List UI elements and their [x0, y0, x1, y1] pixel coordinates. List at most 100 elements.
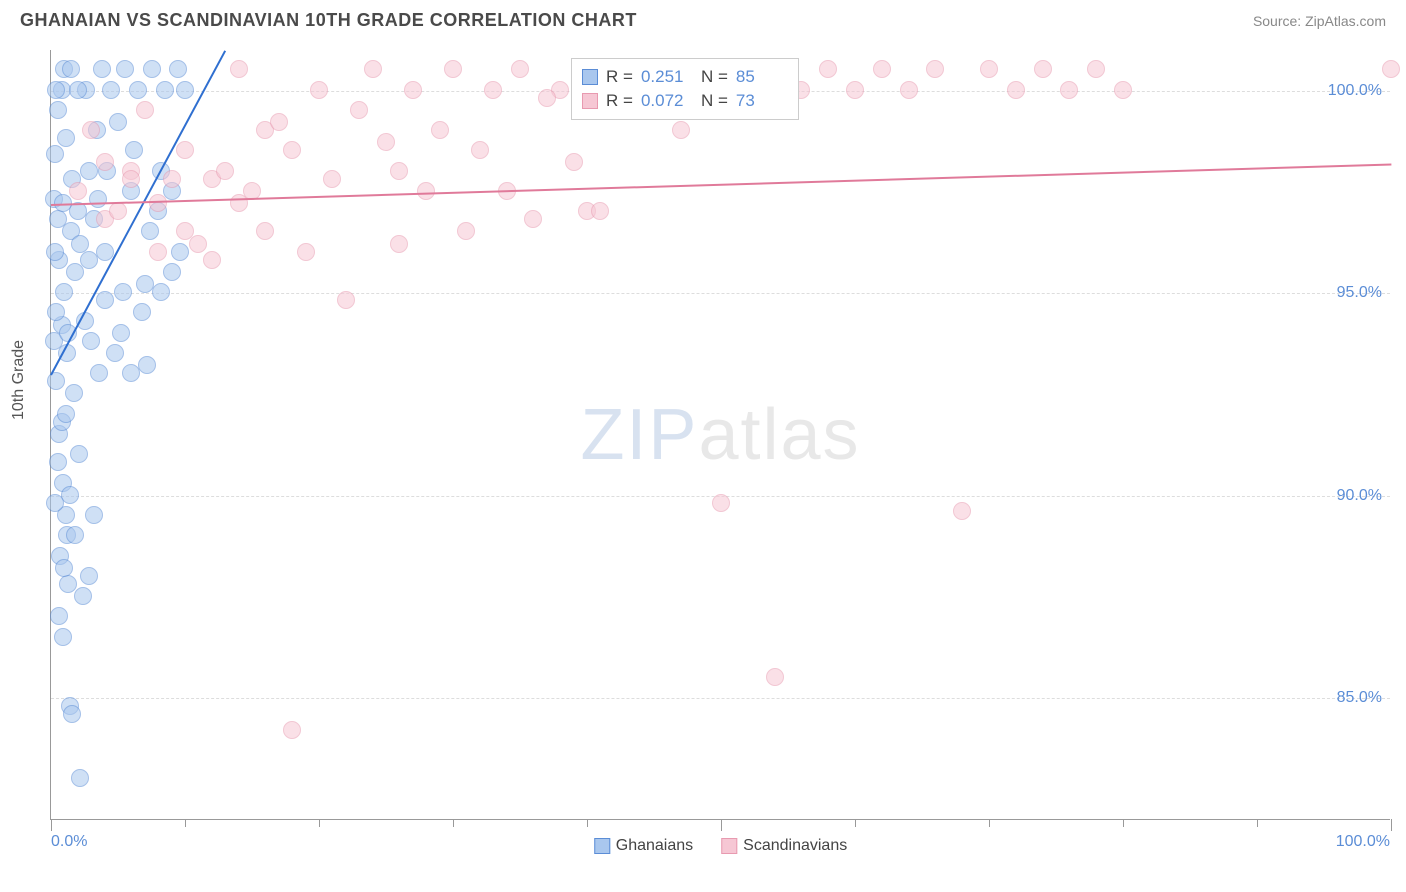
data-point: [57, 405, 75, 423]
data-point: [125, 141, 143, 159]
chart-title: GHANAIAN VS SCANDINAVIAN 10TH GRADE CORR…: [20, 10, 637, 31]
data-point: [1034, 60, 1052, 78]
data-point: [1060, 81, 1078, 99]
data-point: [846, 81, 864, 99]
data-point: [323, 170, 341, 188]
xtick: [453, 819, 454, 827]
data-point: [89, 190, 107, 208]
data-point: [55, 283, 73, 301]
data-point: [50, 607, 68, 625]
data-point: [203, 251, 221, 269]
data-point: [431, 121, 449, 139]
data-point: [524, 210, 542, 228]
gridline: [51, 698, 1390, 699]
data-point: [390, 235, 408, 253]
xtick: [989, 819, 990, 827]
stats-swatch: [582, 69, 598, 85]
data-point: [538, 89, 556, 107]
data-point: [230, 60, 248, 78]
data-point: [133, 303, 151, 321]
data-point: [85, 506, 103, 524]
data-point: [457, 222, 475, 240]
data-point: [141, 222, 159, 240]
data-point: [176, 81, 194, 99]
data-point: [404, 81, 422, 99]
data-point: [216, 162, 234, 180]
data-point: [112, 324, 130, 342]
stats-n-value: 73: [736, 91, 788, 111]
xtick: [587, 819, 588, 827]
data-point: [283, 721, 301, 739]
data-point: [143, 60, 161, 78]
data-point: [90, 364, 108, 382]
data-point: [80, 567, 98, 585]
data-point: [819, 60, 837, 78]
data-point: [364, 60, 382, 78]
data-point: [109, 202, 127, 220]
data-point: [54, 628, 72, 646]
data-point: [93, 60, 111, 78]
data-point: [444, 60, 462, 78]
stats-n-label: N =: [701, 67, 728, 87]
data-point: [82, 121, 100, 139]
data-point: [47, 81, 65, 99]
chart-plot-area: ZIPatlas GhanaiansScandinavians 85.0%90.…: [50, 50, 1390, 820]
ytick-label: 100.0%: [1328, 82, 1382, 100]
data-point: [70, 445, 88, 463]
data-point: [980, 60, 998, 78]
data-point: [417, 182, 435, 200]
ytick-label: 95.0%: [1337, 284, 1382, 302]
data-point: [62, 60, 80, 78]
stats-n-label: N =: [701, 91, 728, 111]
data-point: [66, 526, 84, 544]
stats-r-value: 0.251: [641, 67, 693, 87]
watermark-zip: ZIP: [580, 395, 698, 475]
data-point: [270, 113, 288, 131]
legend-item: Ghanaians: [594, 837, 693, 855]
data-point: [591, 202, 609, 220]
legend-bottom: Ghanaians Scandinavians: [594, 837, 847, 855]
data-point: [74, 587, 92, 605]
data-point: [176, 141, 194, 159]
data-point: [672, 121, 690, 139]
data-point: [116, 60, 134, 78]
xtick: [51, 819, 52, 831]
stats-n-value: 85: [736, 67, 788, 87]
data-point: [256, 222, 274, 240]
data-point: [297, 243, 315, 261]
data-point: [152, 283, 170, 301]
xtick-label-right: 100.0%: [1336, 833, 1390, 851]
data-point: [149, 243, 167, 261]
data-point: [49, 101, 67, 119]
data-point: [136, 101, 154, 119]
data-point: [122, 170, 140, 188]
data-point: [310, 81, 328, 99]
data-point: [565, 153, 583, 171]
legend-swatch: [721, 838, 737, 854]
stats-box: R =0.251N =85R =0.072N =73: [571, 58, 799, 120]
data-point: [96, 291, 114, 309]
data-point: [46, 145, 64, 163]
data-point: [47, 303, 65, 321]
data-point: [109, 113, 127, 131]
data-point: [156, 81, 174, 99]
data-point: [471, 141, 489, 159]
data-point: [129, 81, 147, 99]
stats-r-label: R =: [606, 67, 633, 87]
legend-item: Scandinavians: [721, 837, 847, 855]
legend-swatch: [594, 838, 610, 854]
data-point: [49, 453, 67, 471]
data-point: [122, 364, 140, 382]
data-point: [1382, 60, 1400, 78]
data-point: [163, 170, 181, 188]
data-point: [96, 243, 114, 261]
data-point: [1114, 81, 1132, 99]
data-point: [69, 81, 87, 99]
ytick-label: 90.0%: [1337, 487, 1382, 505]
data-point: [69, 182, 87, 200]
data-point: [46, 243, 64, 261]
xtick: [319, 819, 320, 827]
xtick: [1257, 819, 1258, 827]
data-point: [163, 263, 181, 281]
data-point: [106, 344, 124, 362]
